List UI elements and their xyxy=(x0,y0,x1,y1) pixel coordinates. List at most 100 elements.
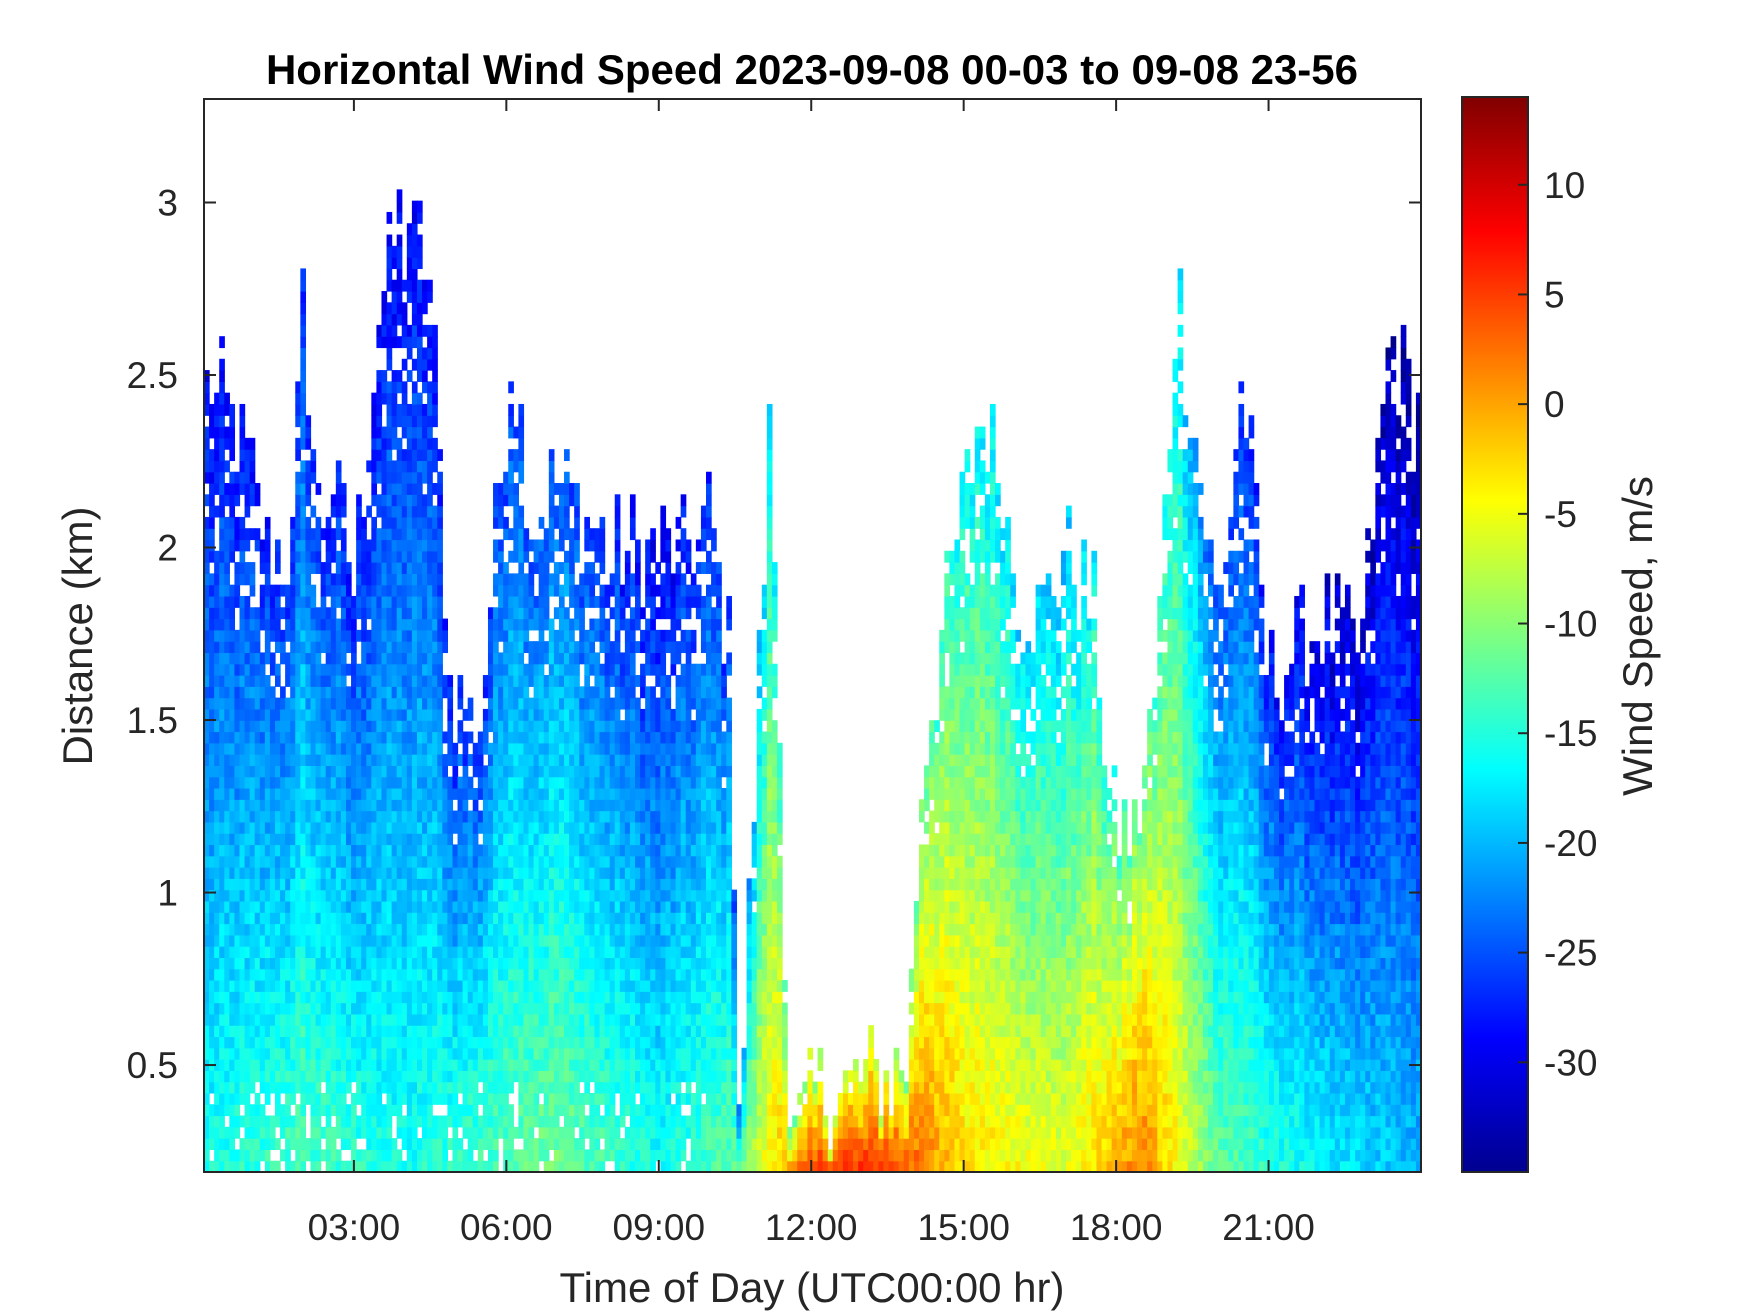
heatmap-cell xyxy=(406,595,413,608)
heatmap-cell xyxy=(508,934,514,947)
heatmap-cell xyxy=(335,900,342,913)
heatmap-cell xyxy=(351,1138,357,1151)
heatmap-cell xyxy=(498,652,504,665)
heatmap-cell xyxy=(335,979,342,992)
heatmap-cell xyxy=(280,1070,286,1083)
heatmap-cell xyxy=(518,539,525,552)
heatmap-cell xyxy=(437,720,443,733)
heatmap-cell xyxy=(574,516,580,529)
heatmap-cell xyxy=(447,731,454,744)
heatmap-cell xyxy=(569,979,575,992)
heatmap-cell xyxy=(558,675,565,687)
heatmap-cell xyxy=(356,1025,362,1038)
heatmap-cell xyxy=(244,991,251,1004)
heatmap-cell xyxy=(264,708,271,721)
heatmap-cell xyxy=(209,991,215,1004)
heatmap-cell xyxy=(442,1013,448,1026)
heatmap-cell xyxy=(411,437,418,450)
heatmap-cell xyxy=(574,720,580,733)
heatmap-cell xyxy=(214,1160,220,1173)
heatmap-cell xyxy=(411,754,418,766)
heatmap-cell xyxy=(371,708,378,721)
heatmap-cell xyxy=(214,991,220,1004)
heatmap-cell xyxy=(269,618,276,631)
heatmap-cell xyxy=(406,946,413,958)
heatmap-cell xyxy=(452,889,459,902)
heatmap-cell xyxy=(219,934,225,947)
heatmap-cell xyxy=(234,1013,241,1026)
heatmap-cell xyxy=(493,878,499,891)
heatmap-cell xyxy=(427,1126,433,1139)
heatmap-cell xyxy=(401,562,408,574)
heatmap-cell xyxy=(599,607,606,620)
heatmap-cell xyxy=(315,1149,322,1162)
heatmap-cell xyxy=(290,968,296,981)
heatmap-cell xyxy=(477,1036,484,1049)
heatmap-cell xyxy=(376,584,383,597)
heatmap-cell xyxy=(224,550,230,563)
heatmap-cell xyxy=(523,629,530,642)
heatmap-cell xyxy=(416,1160,423,1173)
heatmap-cell xyxy=(462,991,469,1004)
heatmap-cell xyxy=(285,629,291,642)
heatmap-cell xyxy=(543,787,550,800)
heatmap-cell xyxy=(345,562,352,574)
heatmap-cell xyxy=(442,799,448,812)
heatmap-cell xyxy=(493,1070,499,1083)
heatmap-cell xyxy=(330,1126,337,1139)
heatmap-cell xyxy=(325,957,332,970)
heatmap-cell xyxy=(330,663,337,676)
heatmap-cell xyxy=(376,957,383,970)
heatmap-cell xyxy=(411,855,418,868)
heatmap-cell xyxy=(629,1138,636,1151)
heatmap-cell xyxy=(579,946,585,958)
heatmap-cell xyxy=(533,686,540,699)
heatmap-cell xyxy=(427,652,433,665)
heatmap-cell xyxy=(335,1081,342,1094)
heatmap-cell xyxy=(548,629,555,642)
heatmap-cell xyxy=(503,1104,509,1117)
heatmap-cell xyxy=(259,1013,266,1026)
heatmap-cell xyxy=(366,1126,372,1139)
heatmap-cell xyxy=(609,1013,616,1026)
heatmap-cell xyxy=(518,1104,525,1117)
heatmap-cell xyxy=(523,1115,530,1128)
heatmap-cell xyxy=(533,1070,540,1083)
heatmap-cell xyxy=(629,754,636,766)
heatmap-cell xyxy=(320,765,327,778)
heatmap-cell xyxy=(310,471,317,484)
heatmap-cell xyxy=(335,460,342,473)
heatmap-cell xyxy=(498,1059,504,1071)
heatmap-cell xyxy=(330,641,337,654)
heatmap-cell xyxy=(345,708,352,721)
heatmap-cell xyxy=(477,923,484,936)
heatmap-cell xyxy=(427,1115,433,1128)
heatmap-cell xyxy=(584,765,590,778)
heatmap-cell xyxy=(523,663,530,676)
heatmap-cell xyxy=(335,562,342,574)
heatmap-cell xyxy=(305,833,312,846)
heatmap-cell xyxy=(493,1036,499,1049)
heatmap-cell xyxy=(609,1059,616,1071)
heatmap-cell xyxy=(371,1059,378,1071)
heatmap-cell xyxy=(300,821,307,834)
heatmap-cell xyxy=(325,618,332,631)
heatmap-cell xyxy=(249,483,256,495)
heatmap-cell xyxy=(386,426,393,439)
heatmap-cell xyxy=(538,675,545,687)
heatmap-cell xyxy=(427,618,433,631)
heatmap-cell xyxy=(249,720,256,733)
heatmap-cell xyxy=(290,934,296,947)
heatmap-cell xyxy=(498,844,504,857)
heatmap-cell xyxy=(320,754,327,766)
heatmap-cell xyxy=(315,867,322,879)
heatmap-cell xyxy=(310,1081,317,1094)
heatmap-cell xyxy=(629,505,636,518)
heatmap-cell xyxy=(493,686,499,699)
heatmap-cell xyxy=(244,1092,251,1105)
heatmap-cell xyxy=(340,550,347,563)
heatmap-cell xyxy=(290,652,296,665)
heatmap-cell xyxy=(589,957,596,970)
heatmap-cell xyxy=(269,584,276,597)
heatmap-cell xyxy=(619,833,626,846)
